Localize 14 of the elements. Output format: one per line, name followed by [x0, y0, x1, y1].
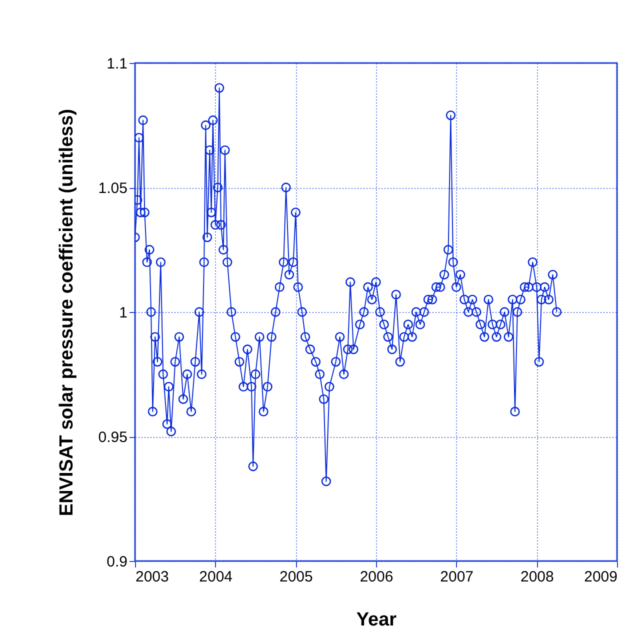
y-tick-label: 1.1: [106, 56, 128, 72]
y-axis-title: ENVISAT solar pressure coefficient (unitless): [56, 108, 78, 516]
y-tick-label: 0.95: [98, 429, 128, 446]
x-tick-label: 2009: [584, 568, 618, 586]
x-tick-label: 2004: [199, 568, 233, 586]
x-axis-title: Year: [356, 610, 398, 630]
y-tick-label: 0.9: [106, 554, 128, 570]
x-tick-label: 2003: [136, 568, 169, 586]
x-tick-label: 2005: [279, 568, 313, 586]
x-tick-label: 2008: [520, 568, 554, 586]
y-tick-label: 1: [119, 304, 128, 322]
x-tick-label: 2006: [360, 568, 394, 586]
x-tick-label: 2007: [440, 568, 474, 586]
y-tick-label: 1.05: [98, 180, 128, 197]
